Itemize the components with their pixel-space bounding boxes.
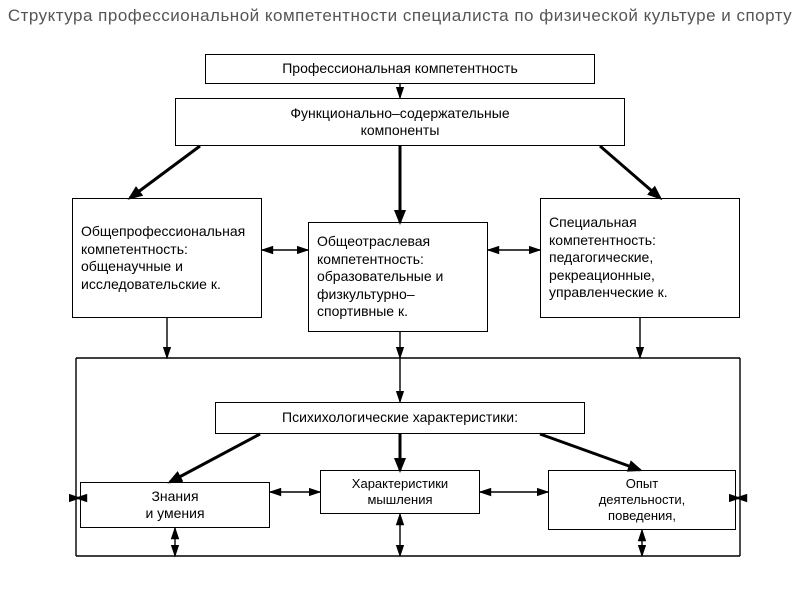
node-label: Характеристики мышления <box>321 476 479 509</box>
node-label: Опытдеятельности,поведения, <box>599 476 686 525</box>
node-psych-characteristics: Психихологические характеристики: <box>215 402 585 434</box>
node-sector-competence: Общеотраслевая компетентность: образоват… <box>308 222 488 332</box>
node-professional-competence: Профессиональная компетентность <box>205 54 595 84</box>
node-label: Специальная компетентность: педагогическ… <box>549 214 731 302</box>
node-label: Психихологические характеристики: <box>282 409 518 427</box>
node-functional-components: Функционально–содержательныекомпоненты <box>175 98 625 146</box>
node-label: Общепрофессиональная компетентность: общ… <box>81 223 253 293</box>
node-experience: Опытдеятельности,поведения, <box>548 470 736 530</box>
node-general-prof-competence: Общепрофессиональная компетентность: общ… <box>72 198 262 318</box>
node-special-competence: Специальная компетентность: педагогическ… <box>540 198 740 318</box>
node-label: Функционально–содержательныекомпоненты <box>290 105 509 140</box>
diagram-title: Структура профессиональной компетентност… <box>0 6 800 26</box>
node-knowledge-skills: Знанияи умения <box>80 482 270 528</box>
node-label: Профессиональная компетентность <box>282 60 518 78</box>
node-label: Общеотраслевая компетентность: образоват… <box>317 233 479 321</box>
node-thinking-characteristics: Характеристики мышления <box>320 470 480 514</box>
node-label: Знанияи умения <box>145 488 204 523</box>
